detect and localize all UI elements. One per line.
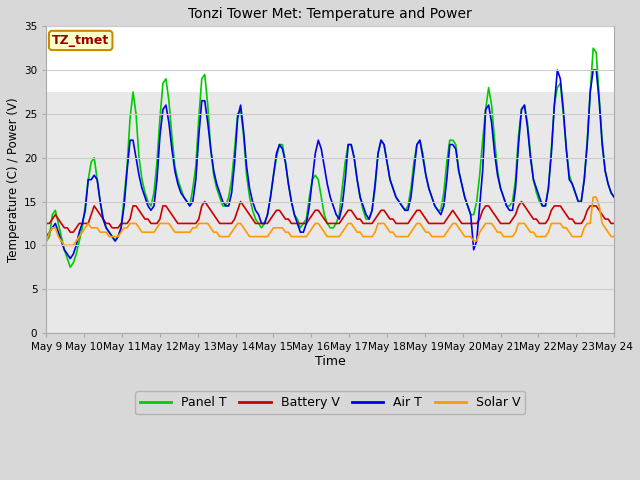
Panel T: [431, 203, 438, 209]
Air T: [159, 107, 167, 112]
Battery V: [42, 220, 50, 226]
Panel T: [589, 45, 597, 51]
Air T: [356, 194, 364, 200]
Air T: [67, 256, 74, 262]
Panel T: [356, 194, 364, 200]
Battery V: [443, 216, 451, 222]
Solar V: [60, 242, 68, 248]
Solar V: [42, 238, 50, 244]
Panel T: [42, 238, 50, 244]
Battery V: [159, 203, 167, 209]
Line: Panel T: Panel T: [46, 48, 614, 267]
Solar V: [589, 194, 597, 200]
Air T: [554, 67, 561, 73]
Air T: [470, 247, 477, 252]
Legend: Panel T, Battery V, Air T, Solar V: Panel T, Battery V, Air T, Solar V: [135, 391, 525, 414]
Battery V: [67, 229, 74, 235]
Battery V: [473, 220, 481, 226]
Panel T: [452, 142, 460, 147]
Text: TZ_tmet: TZ_tmet: [52, 34, 109, 47]
Air T: [611, 194, 618, 200]
X-axis label: Time: Time: [315, 355, 346, 368]
Air T: [452, 146, 460, 152]
Bar: [46, 92, 614, 333]
Solar V: [470, 238, 477, 244]
Air T: [431, 203, 438, 209]
Title: Tonzi Tower Met: Temperature and Power: Tonzi Tower Met: Temperature and Power: [188, 7, 472, 21]
Panel T: [159, 80, 167, 86]
Line: Air T: Air T: [46, 70, 614, 259]
Air T: [440, 203, 447, 209]
Line: Solar V: Solar V: [46, 197, 614, 245]
Line: Battery V: Battery V: [46, 202, 614, 232]
Panel T: [611, 194, 618, 200]
Battery V: [455, 216, 463, 222]
Panel T: [67, 264, 74, 270]
Solar V: [356, 229, 364, 235]
Battery V: [201, 199, 209, 204]
Y-axis label: Temperature (C) / Power (V): Temperature (C) / Power (V): [7, 97, 20, 262]
Panel T: [440, 190, 447, 196]
Solar V: [452, 220, 460, 226]
Panel T: [470, 212, 477, 217]
Solar V: [440, 234, 447, 240]
Battery V: [611, 220, 618, 226]
Solar V: [431, 234, 438, 240]
Solar V: [611, 234, 618, 240]
Battery V: [359, 220, 367, 226]
Air T: [42, 234, 50, 240]
Solar V: [159, 220, 167, 226]
Battery V: [434, 220, 442, 226]
